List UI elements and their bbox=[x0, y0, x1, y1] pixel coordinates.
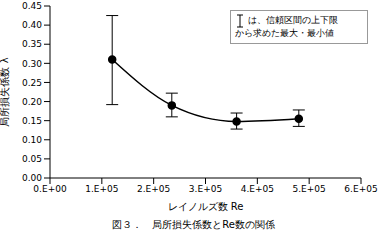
svg-text:0.00: 0.00 bbox=[22, 173, 42, 183]
svg-text:レイノルズ数 Re: レイノルズ数 Re bbox=[168, 201, 244, 212]
svg-text:0.E+00: 0.E+00 bbox=[33, 184, 67, 194]
svg-text:4.E+05: 4.E+05 bbox=[241, 184, 274, 194]
svg-text:0.05: 0.05 bbox=[22, 154, 42, 164]
html-text:は、信頼区間の上下限: は、信頼区間の上下限 bbox=[248, 15, 338, 25]
svg-text:0.35: 0.35 bbox=[22, 39, 42, 49]
svg-text:3.E+05: 3.E+05 bbox=[189, 184, 222, 194]
svg-text:0.30: 0.30 bbox=[22, 59, 42, 69]
svg-text:0.45: 0.45 bbox=[22, 1, 42, 11]
svg-text:0.10: 0.10 bbox=[22, 135, 42, 145]
svg-text:局所損失係数 λ: 局所損失係数 λ bbox=[8, 57, 10, 126]
svg-text:2.E+05: 2.E+05 bbox=[137, 184, 170, 194]
svg-text:0.20: 0.20 bbox=[22, 97, 42, 107]
svg-text:0.25: 0.25 bbox=[22, 78, 42, 88]
svg-text:0.40: 0.40 bbox=[22, 20, 42, 30]
html-text:から求めた最大・最小値: から求めた最大・最小値 bbox=[235, 28, 334, 38]
svg-text:0.15: 0.15 bbox=[22, 116, 42, 126]
html-text:図３． 局所損失係数とRe数の関係: 図３． 局所損失係数とRe数の関係 bbox=[112, 219, 275, 230]
svg-text:5.E+05: 5.E+05 bbox=[293, 184, 326, 194]
svg-text:1.E+05: 1.E+05 bbox=[85, 184, 118, 194]
svg-text:6.E+05: 6.E+05 bbox=[344, 184, 377, 194]
